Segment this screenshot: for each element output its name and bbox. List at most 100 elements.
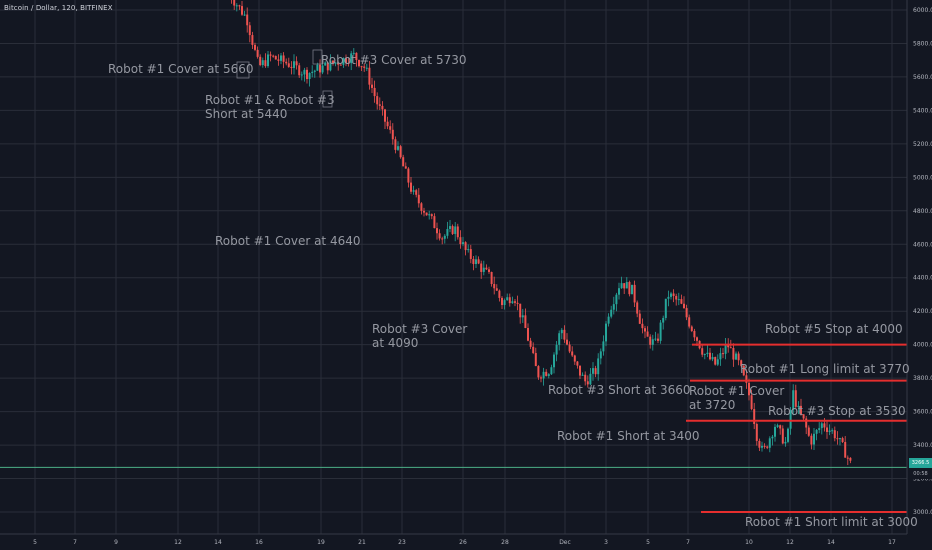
x-tick-label: 17 [888, 539, 896, 546]
x-tick-label: 16 [255, 539, 263, 546]
x-tick-label: 3 [604, 539, 608, 546]
y-tick-label: 5000.0 [913, 174, 932, 181]
candle-body [378, 104, 381, 106]
x-tick-label: 26 [459, 539, 467, 546]
candle-body [573, 355, 576, 362]
candle-body [428, 214, 431, 216]
candle-body [506, 297, 509, 301]
candle-body [319, 64, 321, 73]
candle-body [753, 409, 756, 425]
candle-body [493, 283, 496, 289]
candle-body [384, 109, 386, 122]
candle-body [410, 182, 412, 192]
candle-body [316, 64, 319, 71]
candle-body [238, 5, 241, 7]
candle-body [337, 62, 340, 65]
annotation-r1-cover-5660: Robot #1 Cover at 5660 [108, 62, 254, 76]
candle-body [820, 423, 823, 429]
candle-body [404, 166, 407, 169]
candle-body [597, 358, 600, 375]
candle-body [625, 282, 628, 289]
candle-body [306, 69, 308, 80]
candle-body [545, 371, 548, 376]
candle-body [828, 430, 831, 432]
candle-body [774, 426, 776, 437]
candle-body [672, 293, 675, 296]
candle-body [282, 55, 285, 62]
candle-body [371, 84, 373, 88]
candle-body [272, 55, 275, 57]
x-tick-label: 23 [398, 539, 406, 546]
candle-body [430, 214, 433, 217]
candle-body [813, 433, 815, 445]
candle-body [594, 368, 597, 375]
y-tick-label: 3600.0 [913, 409, 932, 416]
candle-body [831, 430, 834, 432]
candle-body [259, 56, 262, 66]
candle-body [516, 302, 519, 304]
candle-body [586, 381, 589, 385]
candle-body [313, 70, 316, 72]
candle-body [644, 328, 646, 332]
candle-body [789, 410, 792, 429]
candle-body [521, 315, 524, 318]
candle-body [373, 87, 376, 97]
candle-body [779, 425, 782, 429]
candle-body [802, 414, 805, 419]
candle-body [290, 66, 293, 68]
candle-body [462, 242, 464, 245]
candle-body [363, 66, 366, 68]
candle-body [464, 242, 467, 251]
candle-body [407, 168, 410, 183]
x-tick-label: 14 [214, 539, 222, 546]
candle-body [560, 329, 563, 334]
candle-body [818, 428, 821, 430]
candle-body [542, 371, 545, 379]
candle-body [711, 357, 714, 360]
candle-body [386, 121, 389, 127]
candle-body [248, 25, 251, 36]
y-tick-label: 5200.0 [913, 141, 932, 148]
candle-body [269, 54, 272, 56]
candle-body [706, 352, 709, 355]
candle-body [740, 360, 743, 366]
candle-body [321, 65, 324, 73]
candle-body [683, 303, 685, 309]
annotation-r5-stop-4000: Robot #5 Stop at 4000 [765, 322, 903, 336]
candle-body [436, 228, 438, 234]
candle-body [750, 395, 753, 410]
candle-body [729, 347, 732, 349]
candle-body [662, 317, 665, 323]
annotation-r1-r3-short-5440: Robot #1 & Robot #3 Short at 5440 [205, 93, 335, 121]
y-tick-label: 3400.0 [913, 442, 932, 449]
candle-body [641, 323, 644, 329]
candle-body [391, 129, 394, 140]
candle-body [256, 49, 259, 57]
y-tick-label: 4000.0 [913, 342, 932, 349]
candle-body [267, 54, 269, 67]
y-tick-label: 5400.0 [913, 107, 932, 114]
symbol-header[interactable]: Bitcoin / Dollar, 120, BITFINEX [4, 4, 113, 12]
candle-body [690, 326, 693, 331]
y-tick-label: 4600.0 [913, 241, 932, 248]
candle-body [295, 61, 298, 66]
x-tick-label: 5 [33, 539, 37, 546]
annotation-r3-cover-4090: Robot #3 Cover at 4090 [372, 322, 468, 350]
candle-body [581, 374, 584, 376]
candle-body [300, 74, 303, 76]
candle-body [623, 283, 626, 289]
candle-body [633, 284, 636, 303]
candle-body [469, 249, 472, 259]
candle-body [553, 354, 555, 368]
candle-body [602, 341, 605, 352]
candle-body [264, 60, 267, 67]
y-tick-label: 5800.0 [913, 40, 932, 47]
candle-body [501, 297, 503, 306]
time-axis: 5 7 9 12 14 16 19 21 23 26 28 Dec 3 5 7 10 12 14 17 [0, 533, 907, 546]
candle-body [467, 249, 470, 251]
candle-body [784, 441, 787, 444]
candle-body [675, 295, 678, 300]
y-tick-label: 3200.0 [913, 476, 932, 483]
candle-body [246, 14, 249, 26]
